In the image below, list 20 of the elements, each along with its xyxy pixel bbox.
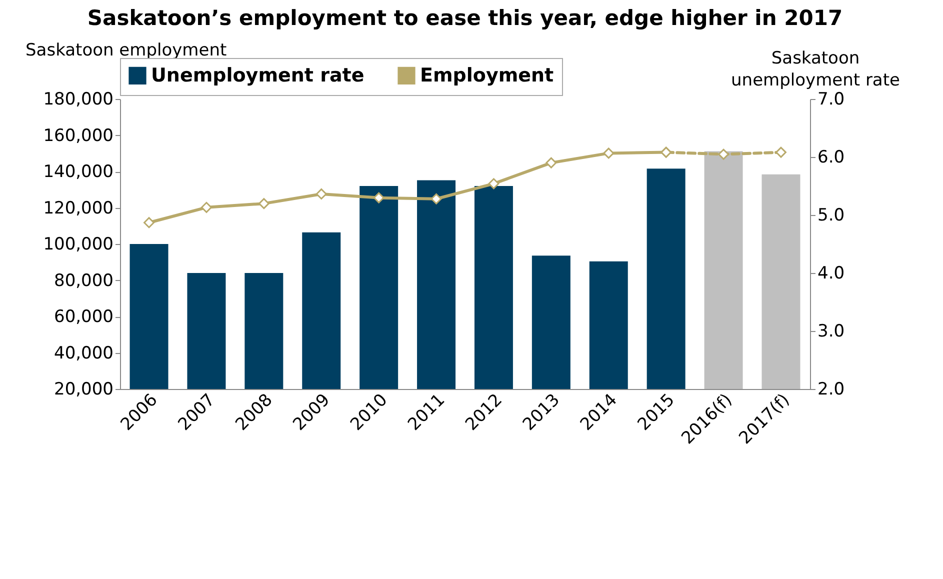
y-tick-label: 140,000: [43, 162, 114, 182]
y2-tick-label: 3.0: [818, 322, 845, 342]
y-tick-label: 120,000: [43, 198, 114, 218]
y2-tick-label: 5.0: [818, 206, 845, 226]
chart-title: Saskatoon’s employment to ease this year, edge higher in 2017: [87, 6, 843, 30]
legend-label: Employment: [420, 64, 554, 87]
y-tick-label: 180,000: [43, 90, 114, 110]
legend-label: Unemployment rate: [151, 64, 364, 87]
y2-axis-title: Saskatoon unemployment rate: [731, 48, 900, 90]
y-tick-label: 20,000: [54, 380, 114, 400]
y2-tick-label: 4.0: [818, 264, 845, 284]
y-tick-label: 160,000: [43, 126, 114, 146]
y-tick-label: 60,000: [54, 307, 114, 327]
y2-tick-label: 6.0: [818, 148, 845, 168]
y-tick-label: 80,000: [54, 270, 114, 291]
y2-tick-label: 7.0: [818, 90, 845, 110]
y-tick-label: 40,000: [54, 343, 114, 364]
y-tick-label: 100,000: [43, 234, 114, 254]
y-axis-title: Saskatoon employment: [26, 40, 227, 60]
y2-tick-label: 2.0: [818, 380, 845, 400]
